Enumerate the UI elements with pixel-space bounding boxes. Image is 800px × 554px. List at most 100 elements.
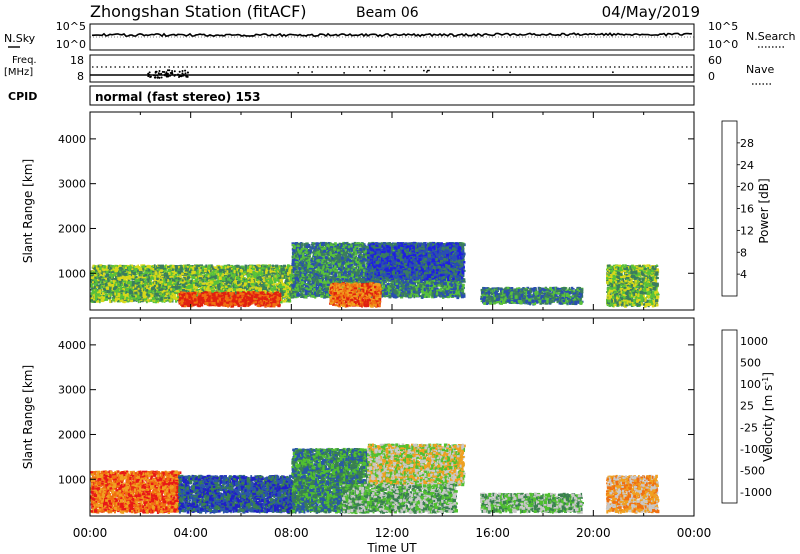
data-cell [134,291,138,295]
data-cell [90,297,94,300]
data-cell [128,265,132,269]
data-cell [184,282,188,285]
nave-point [168,74,171,77]
data-cell [210,283,213,285]
nave-point [160,76,163,79]
data-cell [124,299,128,303]
nave-point [180,75,183,78]
data-cell [222,269,225,271]
data-cell [106,287,110,290]
data-cell [200,266,202,269]
data-cell [153,264,156,268]
data-cell [174,296,178,299]
data-cell [260,284,263,286]
data-cell [241,274,244,278]
data-cell [196,270,199,274]
data-cell [164,272,167,275]
data-cell [204,270,207,273]
data-cell [263,265,267,268]
data-cell [247,282,251,287]
nave-tick-bottom: 0 [708,70,715,83]
data-cell [289,264,291,268]
data-cell [285,267,289,271]
data-cell [227,289,230,292]
data-cell [266,275,268,278]
data-cell [147,268,151,272]
data-cell [125,296,129,300]
data-cell [108,271,111,273]
freq-tick-top: 18 [70,54,84,67]
data-cell [115,275,117,278]
nave-point [177,73,179,76]
data-cell [178,286,181,288]
data-cell [94,265,97,268]
data-cell [123,283,126,286]
data-cell [288,277,290,280]
data-cell [169,299,173,302]
data-cell [252,266,255,268]
data-cell [201,282,205,285]
data-cell [240,269,243,273]
data-cell [288,284,292,288]
data-cell [110,282,114,285]
freq-panel: Freq. [MHz] 18 8 60 0 Nave [4,54,774,85]
data-cell [128,274,131,278]
data-cell [194,278,197,281]
data-cell [98,286,101,290]
data-cell [101,292,105,295]
data-cell [238,285,241,289]
data-cell [182,264,185,267]
data-cell [141,268,144,272]
data-cell [284,271,286,276]
nave-point [164,73,166,76]
nave-point [171,70,174,72]
data-cell [164,275,168,277]
data-cell [180,282,184,285]
data-cell [145,289,149,292]
data-cell [128,284,130,287]
data-cell [222,266,225,270]
data-cell [191,270,195,275]
data-cell [147,267,151,270]
data-cell [171,286,175,288]
data-cell [172,273,176,276]
data-cell [119,288,121,290]
data-cell [213,280,217,285]
data-cell [150,280,153,283]
data-cell [137,272,140,275]
freq-panel-frame [89,54,695,83]
data-cell [156,284,159,288]
data-cell [195,282,199,285]
data-cell [109,299,112,304]
data-cell [114,292,116,296]
data-cell [163,297,168,299]
data-cell [220,287,223,290]
data-cell [175,290,180,293]
data-cell [120,291,123,295]
data-cell [219,274,222,278]
data-cell [153,275,155,278]
data-cell [195,276,197,279]
nave-point [423,69,425,72]
data-cell [267,285,270,288]
data-cell [121,299,123,302]
nave-point [157,76,160,79]
data-cell [162,298,166,301]
data-cell [229,266,233,269]
data-cell [188,280,191,282]
data-cell [150,299,153,302]
data-cell [282,300,286,303]
data-cell [137,300,140,304]
data-cell [147,278,150,282]
data-cell [283,294,285,297]
data-cell [167,266,171,268]
data-cell [289,298,291,302]
data-cell [217,266,220,269]
data-cell [213,270,216,273]
date-label: 04/May/2019 [602,3,700,21]
data-cell [194,274,198,277]
noise-panel: N.Sky 10^5 10^0 10^5 10^0 N.Search [4,20,796,51]
data-cell [217,284,221,288]
data-cell [160,275,164,278]
data-cell [169,264,172,267]
